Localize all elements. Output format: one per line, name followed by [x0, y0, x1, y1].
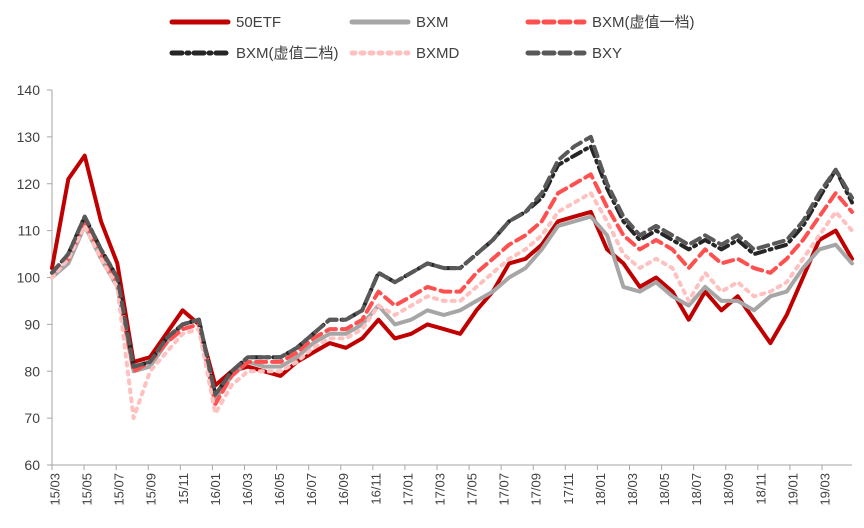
legend-label: BXM(虚值二档)	[236, 45, 339, 62]
series-4	[50, 191, 854, 421]
y-tick-label: 110	[18, 223, 41, 239]
x-tick-label: 18/03	[625, 473, 640, 506]
x-tick-label: 15/05	[80, 473, 95, 506]
x-tick-label: 18/11	[753, 473, 768, 505]
y-tick-label: 130	[17, 129, 41, 145]
series-2	[50, 172, 854, 407]
x-tick-label: 16/11	[368, 473, 383, 505]
y-tick-label: 90	[24, 316, 40, 332]
x-tick-label: 17/01	[400, 473, 415, 506]
series-line	[50, 191, 854, 421]
x-tick-label: 16/01	[208, 473, 223, 506]
series-line	[50, 144, 854, 397]
series-0	[50, 153, 854, 388]
legend: 50ETF BXM BXM(虚值一档) BXM(虚值二档) BXMD BXY	[169, 14, 695, 62]
legend-item: 50ETF	[169, 14, 281, 31]
x-tick-label: 17/09	[529, 473, 544, 506]
x-tick-label: 16/03	[240, 473, 255, 506]
y-tick-label: 70	[24, 410, 40, 426]
series-3	[50, 144, 854, 397]
x-tick-label: 15/11	[176, 473, 191, 505]
x-tick-label: 15/03	[47, 473, 62, 506]
x-tick-label: 17/11	[561, 473, 576, 505]
y-tick-label: 140	[17, 82, 41, 98]
legend-item: BXMD	[349, 45, 460, 62]
series-line	[50, 172, 854, 407]
x-tick-label: 17/05	[465, 473, 480, 506]
x-tick-label: 16/07	[304, 473, 319, 506]
x-tick-label: 18/01	[593, 473, 608, 506]
series-layer	[50, 134, 854, 421]
y-tick-label: 80	[24, 363, 40, 379]
legend-item: BXM	[349, 14, 449, 31]
y-tick-label: 120	[17, 176, 41, 192]
legend-item: BXY	[525, 45, 622, 62]
x-tick-label: 18/09	[721, 473, 736, 506]
x-tick-label: 15/07	[112, 473, 127, 506]
series-line	[50, 134, 854, 397]
x-axis: 15/03 15/05 15/07 15/09 15/11 16/01 16/03 16/05…	[47, 464, 852, 506]
legend-item: BXM(虚值一档)	[525, 14, 695, 31]
x-tick-label: 17/03	[432, 473, 447, 506]
x-tick-label: 18/05	[657, 473, 672, 506]
y-tick-label: 60	[24, 457, 40, 473]
x-tick-label: 16/05	[272, 473, 287, 506]
x-tick-label: 18/07	[689, 473, 704, 506]
x-tick-label: 16/09	[336, 473, 351, 506]
legend-label: 50ETF	[236, 14, 281, 31]
x-tick-label: 17/07	[497, 473, 512, 506]
legend-item: BXM(虚值二档)	[169, 45, 339, 62]
y-tick-label: 100	[17, 270, 41, 286]
series-5	[50, 134, 854, 397]
series-line	[50, 153, 854, 388]
y-axis: 60 70 80 90 100 110 120 130 140	[17, 82, 53, 473]
x-tick-label: 19/03	[817, 473, 832, 506]
x-tick-label: 15/09	[144, 473, 159, 506]
x-tick-label: 19/01	[785, 473, 800, 506]
legend-label: BXM	[416, 14, 449, 31]
legend-label: BXY	[592, 45, 622, 62]
legend-label: BXMD	[416, 45, 460, 62]
legend-label: BXM(虚值一档)	[592, 14, 695, 31]
